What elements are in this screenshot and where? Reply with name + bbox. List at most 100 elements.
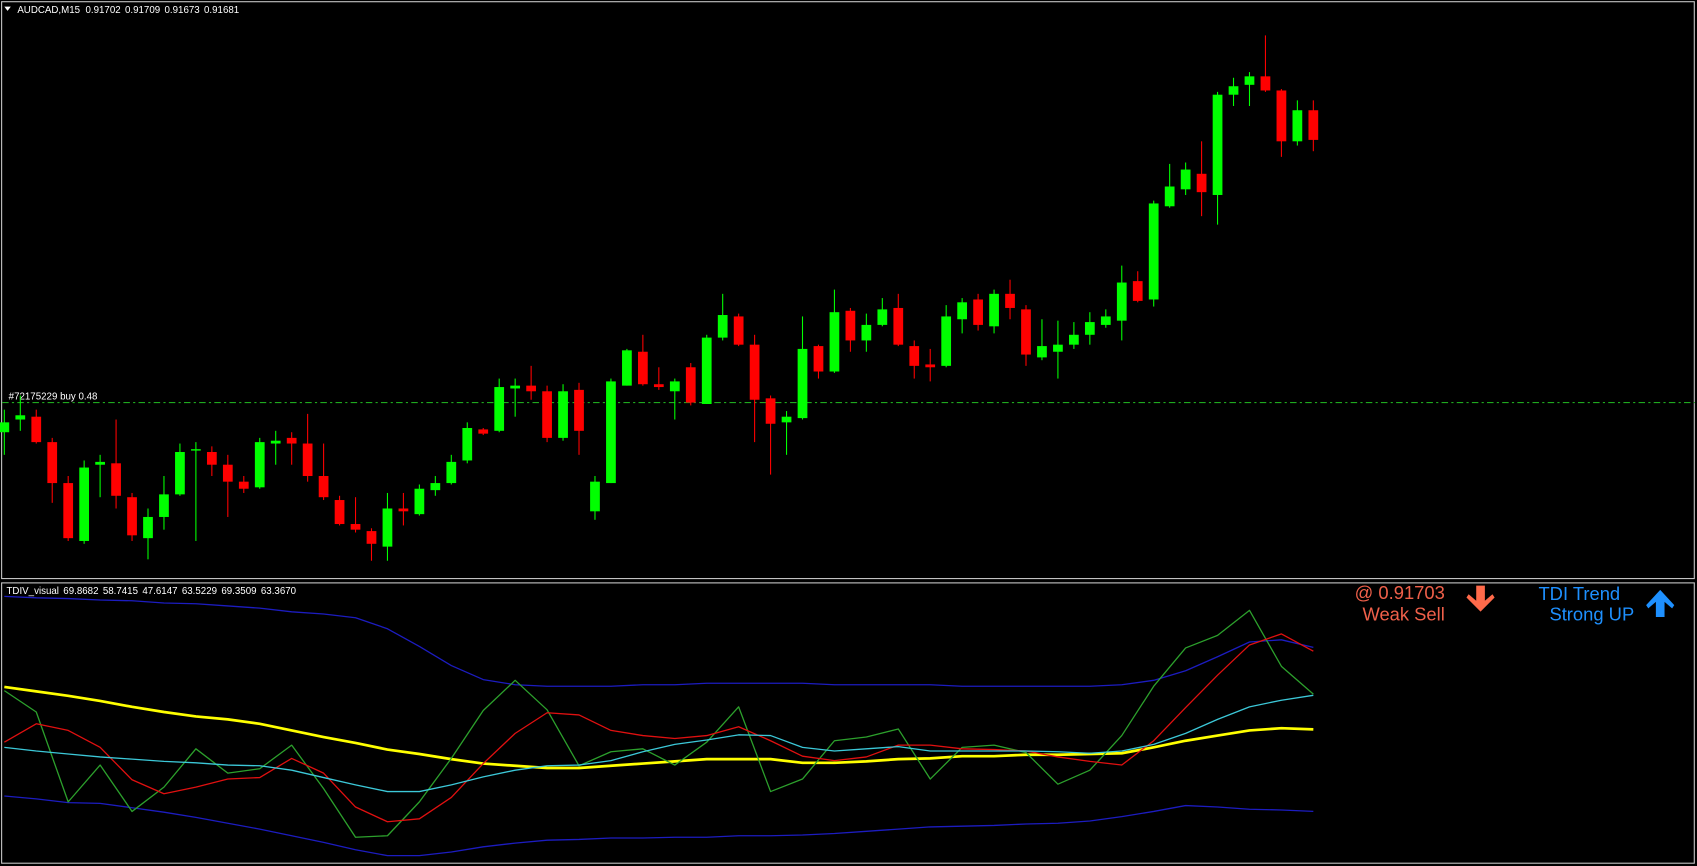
candle-body: [0, 422, 10, 433]
candle-body: [1005, 293, 1015, 308]
candle-body: [813, 346, 824, 372]
candle-body: [286, 437, 297, 444]
candle-body: [925, 364, 936, 368]
candle-body: [446, 461, 457, 484]
open-price: 0.91702: [85, 4, 120, 15]
candle-body: [574, 389, 584, 431]
candle-body: [1180, 169, 1191, 190]
candle-body: [334, 500, 345, 525]
candle-body: [877, 309, 888, 325]
indicator-name: TDIV_visual: [6, 586, 58, 597]
candle-body: [462, 427, 473, 461]
candle-body: [973, 299, 983, 325]
candle-body: [1084, 322, 1095, 335]
candle-body: [175, 452, 185, 495]
candle-body: [350, 524, 361, 530]
candle-body: [1244, 76, 1255, 85]
menu-triangle: [4, 6, 11, 11]
indicator-line: [4, 595, 1314, 687]
readout: 47.6147: [142, 586, 177, 597]
readout: 63.3670: [261, 586, 297, 597]
candle-body: [430, 483, 441, 491]
candle-body: [1164, 186, 1175, 207]
candle-body: [797, 348, 808, 419]
candle-body: [111, 463, 121, 496]
trend-value: Strong UP: [1549, 604, 1634, 625]
candle-body: [238, 481, 249, 489]
candle-body: [1276, 90, 1287, 142]
candle-body: [781, 416, 792, 423]
candle-body: [1228, 86, 1239, 95]
candle-body: [1196, 173, 1207, 193]
candle-body: [47, 442, 58, 484]
main-header: AUDCAD,M15 0.91702 0.91709 0.91673 0.91681: [17, 4, 239, 15]
candle-body: [590, 481, 600, 512]
candle-body: [733, 316, 744, 345]
symbol: AUDCAD,M15: [17, 4, 80, 15]
candle-body: [829, 312, 840, 372]
candle-body: [270, 440, 281, 444]
close-price: 0.91681: [204, 4, 239, 15]
indicator-line: [4, 795, 1314, 857]
candle-body: [893, 307, 904, 345]
candle-body: [302, 443, 313, 477]
candle-body: [989, 293, 999, 327]
candle-body: [366, 531, 377, 544]
candle-body: [63, 483, 74, 539]
high-price: 0.91709: [125, 4, 160, 15]
candle-body: [957, 302, 968, 320]
candle-body: [318, 476, 329, 498]
indicator-line: [4, 685, 1314, 770]
indicator-header: TDIV_visual 69.8682 58.7415 47.6147 63.5229 6…: [6, 586, 296, 597]
candle-body: [526, 385, 536, 392]
candle-body: [765, 398, 776, 424]
candle-body: [382, 508, 393, 547]
candle-body: [1116, 282, 1127, 321]
readout: 58.7415: [103, 586, 138, 597]
candle-body: [669, 381, 680, 392]
readout: 69.8682: [63, 586, 98, 597]
main-panel-frame: [1, 1, 1695, 580]
candle-body: [510, 385, 521, 389]
candle-body: [1212, 94, 1223, 195]
candle-body: [653, 384, 664, 388]
candle-body: [558, 391, 568, 438]
candle-body: [494, 387, 505, 431]
candle-body: [206, 452, 217, 465]
candle-body: [95, 461, 105, 465]
signal-price: @ 0.91703: [1355, 582, 1445, 603]
candle-body: [637, 351, 648, 385]
candle-body: [685, 367, 696, 403]
candle-body: [909, 346, 920, 366]
candle-body: [222, 464, 233, 482]
candle-body: [31, 416, 42, 443]
trend-label: TDI Trend: [1538, 583, 1620, 604]
up-arrow: [1646, 589, 1675, 617]
order-label: #72175229 buy 0.48: [9, 392, 98, 403]
candle-body: [606, 381, 616, 484]
candle-body: [398, 508, 409, 512]
candle-body: [143, 516, 153, 539]
indicator-panel-frame: [1, 582, 1695, 864]
candle-body: [1308, 110, 1319, 140]
indicator-line: [4, 694, 1314, 793]
candle-body: [15, 415, 26, 420]
candle-body: [861, 324, 872, 341]
candle-body: [1148, 203, 1159, 300]
sell-arrow: [1466, 585, 1495, 612]
readout: 63.5229: [182, 586, 217, 597]
candle-body: [127, 497, 137, 536]
indicator-line: [3, 609, 1314, 838]
candle-body: [845, 310, 856, 341]
readout: 69.3509: [221, 586, 256, 597]
candle-body: [1021, 309, 1031, 355]
candle-body: [542, 391, 552, 438]
candle-body: [478, 429, 489, 434]
candle-body: [254, 442, 265, 488]
candle-body: [717, 315, 728, 338]
candle-body: [1292, 110, 1303, 142]
candle-body: [191, 449, 201, 451]
